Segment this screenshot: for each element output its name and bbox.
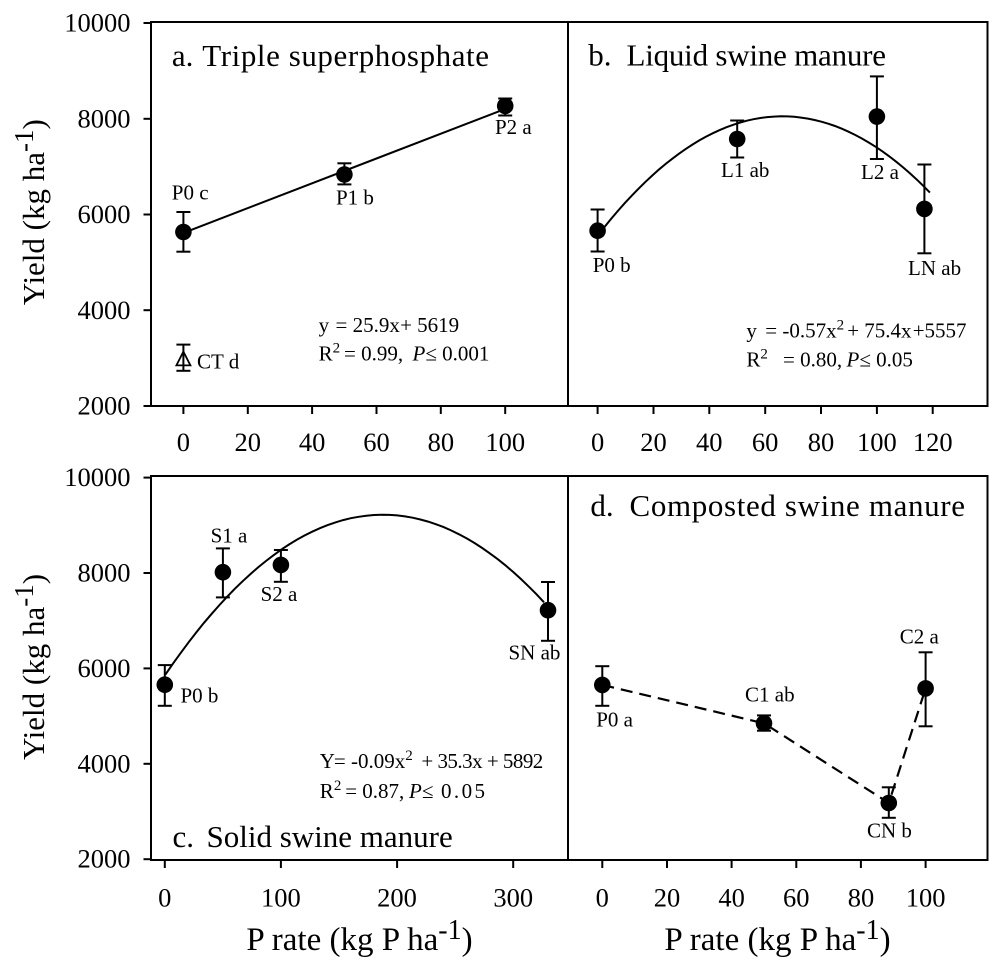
- svg-text:0.05: 0.05: [441, 779, 485, 803]
- svg-text:a.: a.: [172, 38, 194, 73]
- svg-text:Composted swine manure: Composted swine manure: [630, 488, 966, 523]
- svg-text:300: 300: [493, 883, 533, 913]
- svg-text:Solid swine manure: Solid swine manure: [207, 819, 453, 854]
- svg-text:6000: 6000: [78, 653, 131, 683]
- svg-text:+5557: +5557: [913, 318, 967, 342]
- svg-text:+ 75.4x: + 75.4x: [847, 318, 912, 342]
- svg-text:P rate (kg P ha-1): P rate (kg P ha-1): [246, 915, 472, 957]
- svg-text:P≤ 0.05: P≤ 0.05: [846, 348, 913, 372]
- svg-text:LN ab: LN ab: [908, 256, 961, 280]
- svg-text:P0 a: P0 a: [596, 707, 633, 731]
- svg-text:10000: 10000: [64, 8, 130, 38]
- svg-text:2000: 2000: [78, 391, 131, 421]
- svg-text:8000: 8000: [78, 103, 131, 133]
- svg-text:d.: d.: [590, 488, 613, 523]
- svg-text:c.: c.: [173, 819, 195, 854]
- svg-text:b.: b.: [588, 38, 611, 73]
- svg-text:P0 b: P0 b: [181, 684, 219, 708]
- svg-text:80: 80: [848, 883, 875, 913]
- svg-text:C2 a: C2 a: [900, 625, 940, 649]
- svg-text:= 0.87,: = 0.87,: [345, 779, 404, 803]
- svg-text:60: 60: [783, 883, 810, 913]
- svg-text:= 25.9x: = 25.9x: [336, 313, 401, 337]
- svg-text:L2 a: L2 a: [861, 160, 900, 184]
- svg-text:Y: Y: [320, 749, 335, 773]
- svg-text:= 0.99,: = 0.99,: [344, 341, 403, 365]
- svg-text:Triple superphosphate: Triple superphosphate: [202, 38, 489, 73]
- svg-text:P0 b: P0 b: [593, 253, 631, 277]
- svg-text:P0 c: P0 c: [172, 181, 209, 205]
- svg-text:4000: 4000: [78, 295, 131, 325]
- svg-text:200: 200: [377, 883, 417, 913]
- svg-text:40: 40: [696, 427, 723, 457]
- svg-text:8000: 8000: [78, 558, 131, 588]
- svg-text:80: 80: [428, 427, 455, 457]
- svg-text:20: 20: [654, 883, 681, 913]
- svg-text:0: 0: [177, 427, 190, 457]
- svg-text:0: 0: [596, 883, 609, 913]
- svg-text:P rate (kg P ha-1): P rate (kg P ha-1): [664, 915, 890, 957]
- svg-text:60: 60: [363, 427, 390, 457]
- svg-text:2000: 2000: [78, 844, 131, 874]
- svg-text:CT d: CT d: [197, 350, 240, 374]
- svg-text:100: 100: [261, 883, 301, 913]
- svg-text:y: y: [319, 313, 330, 337]
- svg-text:S2 a: S2 a: [261, 582, 298, 606]
- svg-text:+ 35.3x + 5892: + 35.3x + 5892: [421, 749, 543, 773]
- svg-text:6000: 6000: [78, 199, 131, 229]
- svg-text:0: 0: [158, 883, 171, 913]
- svg-text:10000: 10000: [64, 462, 130, 492]
- svg-text:= 0.80,: = 0.80,: [783, 348, 842, 372]
- svg-text:S1 a: S1 a: [211, 524, 248, 548]
- svg-text:20: 20: [235, 427, 262, 457]
- svg-text:100: 100: [485, 427, 525, 457]
- svg-text:P1 b: P1 b: [336, 186, 374, 210]
- svg-text:0: 0: [591, 427, 604, 457]
- svg-text:100: 100: [906, 883, 946, 913]
- svg-text:C1 ab: C1 ab: [745, 683, 795, 707]
- svg-text:SN ab: SN ab: [509, 640, 561, 664]
- svg-text:P2 a: P2 a: [495, 115, 532, 139]
- svg-text:4000: 4000: [78, 748, 131, 778]
- svg-text:= -0.09x2​: = -0.09x2​: [334, 748, 413, 773]
- svg-text:Liquid swine manure: Liquid swine manure: [627, 38, 887, 73]
- svg-text:120: 120: [913, 427, 953, 457]
- svg-text:= -0.57x2​: = -0.57x2​: [765, 317, 844, 342]
- svg-text:100: 100: [857, 427, 897, 457]
- svg-text:20: 20: [640, 427, 667, 457]
- svg-text:P≤: P≤: [408, 779, 433, 803]
- svg-text:60: 60: [752, 427, 779, 457]
- svg-text:80: 80: [808, 427, 835, 457]
- svg-text:40: 40: [299, 427, 326, 457]
- svg-text:y: y: [746, 318, 757, 342]
- svg-text:P≤ 0.001: P≤ 0.001: [412, 341, 490, 365]
- svg-text:+ 5619: + 5619: [400, 313, 459, 337]
- svg-text:40: 40: [718, 883, 745, 913]
- svg-text:CN b: CN b: [867, 818, 912, 842]
- svg-text:L1 ab: L1 ab: [721, 158, 769, 182]
